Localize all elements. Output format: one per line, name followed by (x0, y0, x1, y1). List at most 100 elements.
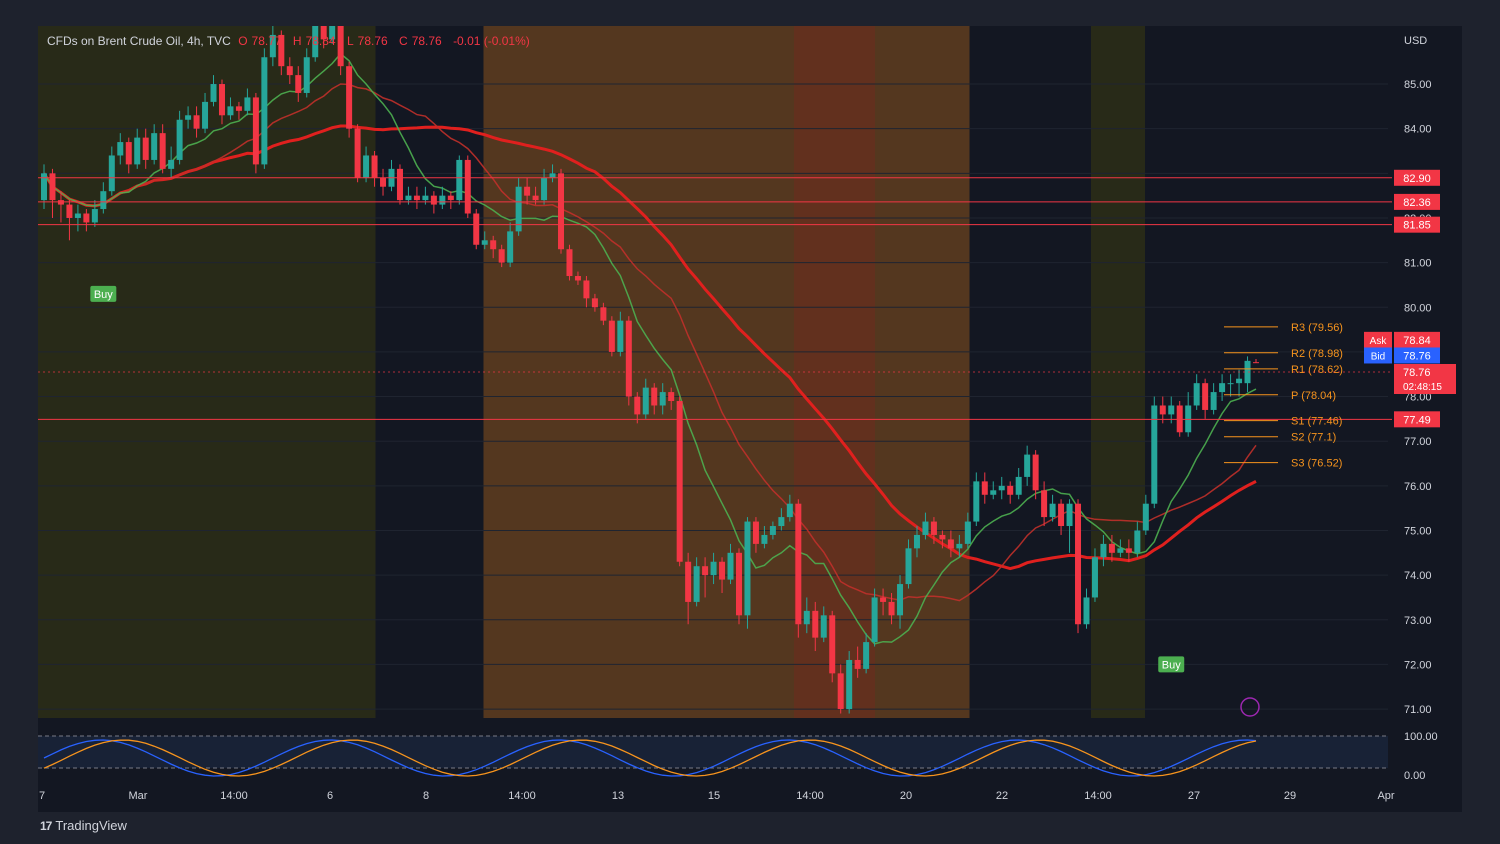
time-tick-label: 15 (708, 790, 720, 802)
price-tick-label: 75.00 (1404, 525, 1432, 537)
candle-body (117, 142, 124, 156)
candle-body (930, 521, 937, 535)
oscillator-tick-label: 0.00 (1404, 770, 1425, 782)
candle-body (1075, 503, 1082, 625)
candle-body (947, 539, 954, 549)
candle-body (1041, 490, 1048, 518)
candle-body (41, 173, 47, 201)
chart-frame[interactable]: R3 (79.56) R2 (78.98) R1 (78.62) P (78.04) S… (38, 12, 1462, 812)
time-tick-label: 13 (612, 790, 624, 802)
candle-body (566, 249, 573, 277)
candle-body (193, 115, 200, 129)
price-axis: USD85.0084.0083.0082.0081.0080.0079.0078… (1364, 35, 1456, 716)
price-badge (1394, 193, 1440, 210)
candle-body (558, 173, 565, 250)
candle-body (702, 566, 709, 576)
candle-body (600, 307, 607, 321)
price-tick-label: 76.00 (1404, 481, 1432, 493)
time-tick-label: Apr (1377, 790, 1394, 802)
candle-body (820, 615, 827, 638)
candle-body (1125, 548, 1132, 553)
open-label: O (238, 34, 248, 48)
candle-body (151, 133, 158, 160)
candle-body (1091, 557, 1098, 598)
candle-body (990, 490, 997, 495)
tradingview-logo-icon: 17 (40, 818, 52, 833)
pivot-label-4: S1 (77.46) (1291, 416, 1342, 428)
candle-body (134, 137, 141, 165)
candle-body (1058, 503, 1065, 527)
time-tick-label: 14:00 (508, 790, 536, 802)
candle-body (1066, 503, 1073, 527)
bar-countdown-label: 02:48:15 (1403, 382, 1442, 393)
candle-body (202, 101, 209, 129)
candle-body (880, 597, 887, 602)
open-value: 78.77 (251, 34, 282, 48)
candle-body (439, 195, 446, 205)
buy-signal-label-0: Buy (94, 289, 113, 301)
pivot-label-5: S2 (77.1) (1291, 432, 1336, 444)
pivot-levels: R3 (79.56) R2 (78.98) R1 (78.62) P (78.04) S… (1224, 322, 1343, 470)
candle-body (303, 57, 310, 93)
price-tick-label: 84.00 (1404, 124, 1432, 136)
candle-body (125, 142, 132, 165)
candle-body (659, 392, 666, 406)
pivot-label-0: R3 (79.56) (1291, 322, 1343, 334)
candle-body (1100, 543, 1107, 558)
candle-body (1083, 597, 1090, 625)
candle-body (1024, 454, 1031, 477)
candle-body (295, 75, 302, 93)
symbol-legend: CFDs on Brent Crude Oil, 4h, TVC O 78.77 … (47, 34, 534, 48)
price-tick-label: 81.00 (1404, 258, 1432, 270)
candle-body (210, 84, 217, 102)
candle-body (524, 186, 531, 196)
time-tick-label: 27 (1188, 790, 1200, 802)
candle-body (803, 610, 810, 625)
candle-body (1253, 362, 1259, 364)
candle-body (227, 106, 234, 116)
candle-body (337, 21, 344, 67)
candle-body (676, 401, 683, 562)
lightning-icon (1240, 697, 1260, 717)
candle-body (888, 601, 895, 616)
candle-body (354, 128, 361, 178)
candle-body (66, 204, 73, 218)
brand-label: TradingView (55, 818, 127, 833)
candle-body (998, 485, 1005, 491)
candle-body (1159, 405, 1166, 415)
candle-body (185, 115, 192, 120)
candle-body (396, 168, 403, 201)
candle-body (363, 155, 370, 178)
candle-body (83, 213, 90, 223)
candle-body (413, 195, 420, 201)
pivot-label-6: S3 (76.52) (1291, 458, 1342, 470)
candle-body (1193, 383, 1200, 406)
currency-label: USD (1404, 35, 1427, 47)
candle-body (286, 66, 293, 76)
candle-body (456, 159, 463, 201)
symbol-title[interactable]: CFDs on Brent Crude Oil, 4h, TVC (47, 34, 231, 48)
chart-canvas[interactable]: R3 (79.56) R2 (78.98) R1 (78.62) P (78.04) S… (38, 12, 1462, 812)
candle-body (218, 84, 225, 116)
buy-signal-badge-1 (1158, 656, 1185, 673)
candle-body (159, 133, 166, 169)
candle-body (541, 177, 548, 201)
candle-body (964, 521, 971, 544)
price-badge-label: 82.36 (1403, 197, 1431, 209)
time-tick-label: 20 (900, 790, 912, 802)
price-tick-label: 72.00 (1404, 659, 1432, 671)
candle-body (981, 481, 988, 495)
candle-body (1032, 454, 1039, 491)
candle-body (634, 396, 641, 415)
ema-slow-line (42, 124, 1257, 571)
oscillator-d-line (43, 739, 1257, 777)
candle-body (176, 119, 183, 160)
candle-body (973, 481, 980, 522)
candle-body (1134, 530, 1141, 553)
candle-body (956, 543, 963, 549)
candle-body (939, 534, 946, 540)
close-label: C (399, 34, 408, 48)
candle-body (744, 521, 751, 616)
oscillator-band (38, 736, 1388, 768)
tradingview-brand[interactable]: 17 TradingView (40, 818, 127, 833)
